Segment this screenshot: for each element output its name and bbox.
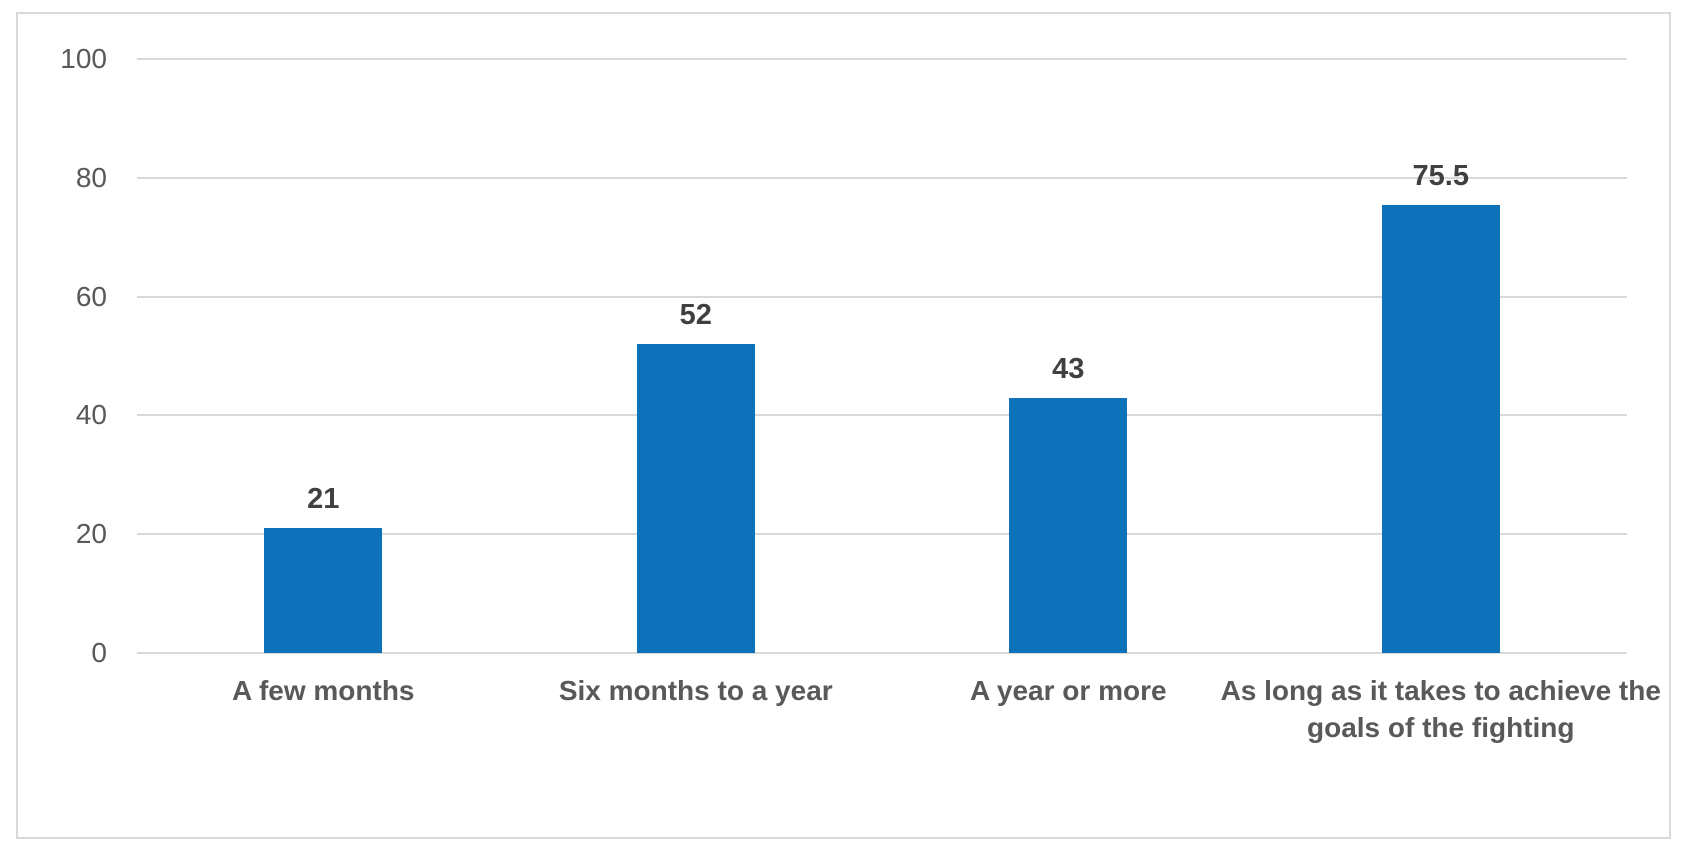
bar-value-label: 43 — [1052, 352, 1085, 385]
y-axis-tick-label: 20 — [75, 518, 107, 550]
gridline-y-40 — [137, 414, 1627, 417]
y-axis-tick-label: 40 — [75, 399, 107, 431]
x-axis-category-label: Six months to a year — [558, 675, 833, 706]
bar-2 — [1009, 397, 1128, 653]
x-axis-category-label: As long as it takes to achieve the goals… — [1220, 675, 1661, 743]
y-axis-tick-label: 100 — [60, 43, 107, 74]
x-axis-category-label: A year or more — [969, 675, 1167, 706]
gridline-y-80 — [137, 176, 1627, 179]
bar-3 — [1381, 204, 1500, 653]
bar-0 — [264, 528, 383, 653]
y-axis-tick-label: 0 — [91, 637, 107, 668]
gridline-y-60 — [137, 295, 1627, 298]
y-axis-tick-label: 80 — [75, 161, 107, 193]
bar-1 — [636, 344, 755, 653]
y-axis-tick-label: 60 — [75, 280, 107, 312]
bar-value-label: 21 — [307, 483, 340, 516]
gridline-y-20 — [137, 533, 1627, 536]
gridline-y-0 — [137, 652, 1627, 654]
bar-value-label: 75.5 — [1412, 159, 1469, 192]
bar-value-label: 52 — [679, 299, 712, 332]
x-axis-category-label: A few months — [231, 675, 415, 706]
gridline-y-100 — [137, 58, 1627, 60]
